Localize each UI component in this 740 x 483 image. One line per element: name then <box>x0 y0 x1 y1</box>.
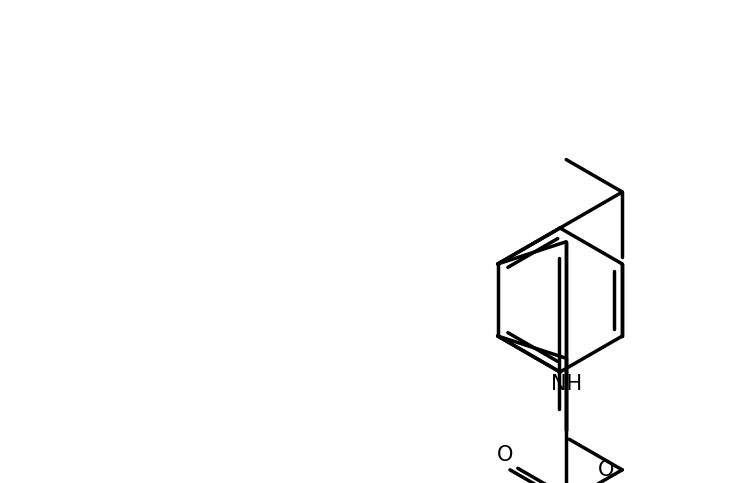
Text: O: O <box>598 460 614 480</box>
Text: O: O <box>497 445 514 465</box>
Text: NH: NH <box>551 374 582 394</box>
